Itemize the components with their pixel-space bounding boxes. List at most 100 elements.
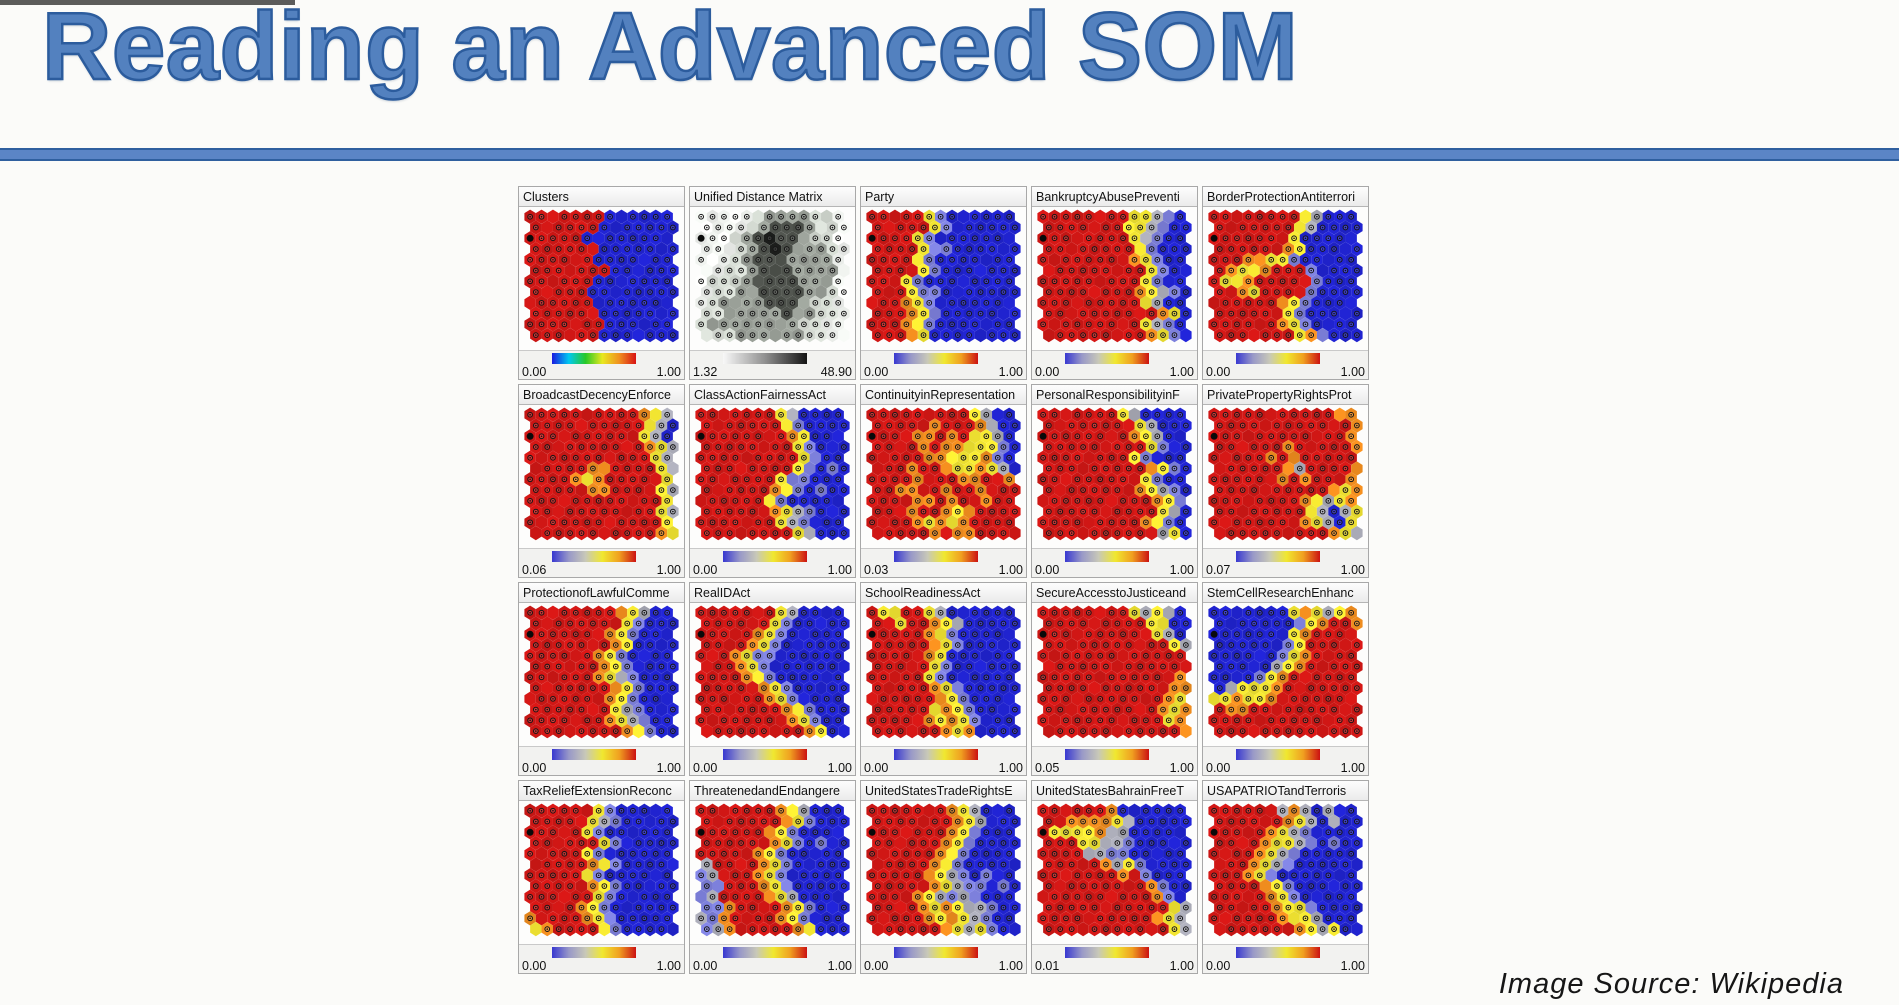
colorbar-min: 0.00 — [1206, 364, 1231, 379]
colorbar-area: 0.05 1.00 — [1032, 745, 1197, 775]
som-panel: PrivatePropertyRightsProt 0.07 1.00 — [1202, 384, 1369, 578]
colorbar-gradient — [552, 550, 637, 562]
panel-title: USAPATRIOTandTerroris — [1203, 781, 1368, 801]
panel-title: ThreatenedandEndangere — [690, 781, 855, 801]
hexmap-svg — [1208, 605, 1363, 739]
colorbar-gradient — [723, 946, 808, 958]
som-panel: SecureAccesstoJusticeand 0.05 1.00 — [1031, 582, 1198, 776]
colorbar-min: 0.00 — [693, 562, 718, 577]
colorbar-max: 1.00 — [1340, 958, 1365, 973]
colorbar-gradient — [1065, 352, 1150, 364]
hexmap-svg — [1208, 803, 1363, 937]
colorbar-labels: 0.00 1.00 — [519, 364, 684, 379]
hexmap — [1032, 404, 1197, 548]
colorbar-max: 1.00 — [656, 364, 681, 379]
colorbar-labels: 1.32 48.90 — [690, 364, 855, 379]
hexmap — [861, 800, 1026, 944]
hexmap-svg — [866, 803, 1021, 937]
hexmap-svg — [524, 803, 679, 937]
hexmap — [861, 602, 1026, 746]
colorbar-area: 0.00 1.00 — [861, 943, 1026, 973]
hexmap-svg — [1037, 209, 1192, 343]
colorbar-gradient — [552, 946, 637, 958]
image-source-attribution: Image Source: Wikipedia — [1498, 968, 1844, 1000]
colorbar-gradient — [552, 352, 637, 364]
colorbar-gradient — [894, 550, 979, 562]
colorbar-labels: 0.06 1.00 — [519, 562, 684, 577]
colorbar-labels: 0.00 1.00 — [519, 958, 684, 973]
colorbar-max: 1.00 — [827, 760, 852, 775]
panel-title: Clusters — [519, 187, 684, 207]
colorbar-min: 0.00 — [693, 760, 718, 775]
colorbar-min: 0.00 — [864, 760, 889, 775]
colorbar-gradient — [1236, 946, 1321, 958]
hexmap — [519, 602, 684, 746]
colorbar-labels: 0.07 1.00 — [1203, 562, 1368, 577]
hexmap — [1203, 602, 1368, 746]
panel-title: ContinuityinRepresentation — [861, 385, 1026, 405]
colorbar-labels: 0.00 1.00 — [690, 760, 855, 775]
colorbar-gradient — [1236, 352, 1321, 364]
som-panel: Party 0.00 1.00 — [860, 186, 1027, 380]
panel-title: TaxReliefExtensionReconc — [519, 781, 684, 801]
hexmap-svg — [695, 209, 850, 343]
colorbar-gradient — [1065, 946, 1150, 958]
colorbar-gradient — [1065, 550, 1150, 562]
colorbar-max: 1.00 — [656, 760, 681, 775]
colorbar-labels: 0.00 1.00 — [1032, 364, 1197, 379]
colorbar-min: 0.06 — [522, 562, 547, 577]
colorbar-max: 1.00 — [998, 958, 1023, 973]
colorbar-area: 0.00 1.00 — [519, 349, 684, 379]
colorbar-labels: 0.00 1.00 — [690, 562, 855, 577]
colorbar-min: 0.00 — [1035, 562, 1060, 577]
colorbar-labels: 0.00 1.00 — [1203, 958, 1368, 973]
hexmap — [1203, 404, 1368, 548]
som-panel: Clusters 0.00 1.00 — [518, 186, 685, 380]
colorbar-area: 0.00 1.00 — [1032, 349, 1197, 379]
colorbar-area: 0.06 1.00 — [519, 547, 684, 577]
page-title: Reading an Advanced SOM — [41, 0, 1299, 101]
panel-title: ClassActionFairnessAct — [690, 385, 855, 405]
hexmap-svg — [1208, 209, 1363, 343]
colorbar-labels: 0.00 1.00 — [1203, 760, 1368, 775]
hexmap-svg — [1208, 407, 1363, 541]
colorbar-area: 0.00 1.00 — [1032, 547, 1197, 577]
som-panel: ProtectionofLawfulComme 0.00 1.00 — [518, 582, 685, 776]
colorbar-area: 0.07 1.00 — [1203, 547, 1368, 577]
panel-title: SecureAccesstoJusticeand — [1032, 583, 1197, 603]
panel-title: BankruptcyAbusePreventi — [1032, 187, 1197, 207]
panel-title: BroadcastDecencyEnforce — [519, 385, 684, 405]
hexmap-svg — [1037, 803, 1192, 937]
panel-title: UnitedStatesBahrainFreeT — [1032, 781, 1197, 801]
colorbar-area: 0.00 1.00 — [519, 745, 684, 775]
colorbar-labels: 0.00 1.00 — [690, 958, 855, 973]
colorbar-gradient — [1236, 748, 1321, 760]
hexmap-svg — [695, 407, 850, 541]
som-panel: StemCellResearchEnhanc 0.00 1.00 — [1202, 582, 1369, 776]
colorbar-max: 1.00 — [998, 760, 1023, 775]
panel-title: Unified Distance Matrix — [690, 187, 855, 207]
hexmap — [861, 206, 1026, 350]
colorbar-labels: 0.00 1.00 — [861, 364, 1026, 379]
hexmap-svg — [866, 407, 1021, 541]
colorbar-max: 1.00 — [1169, 760, 1194, 775]
som-panel: ThreatenedandEndangere 0.00 1.00 — [689, 780, 856, 974]
colorbar-max: 1.00 — [656, 958, 681, 973]
colorbar-area: 0.00 1.00 — [690, 547, 855, 577]
colorbar-min: 0.00 — [1206, 958, 1231, 973]
hexmap — [519, 800, 684, 944]
colorbar-max: 1.00 — [656, 562, 681, 577]
colorbar-min: 0.07 — [1206, 562, 1231, 577]
som-panel: SchoolReadinessAct 0.00 1.00 — [860, 582, 1027, 776]
som-panel: BroadcastDecencyEnforce 0.06 1.00 — [518, 384, 685, 578]
hexmap — [1032, 602, 1197, 746]
panel-title: RealIDAct — [690, 583, 855, 603]
panel-title: StemCellResearchEnhanc — [1203, 583, 1368, 603]
hexmap — [1203, 800, 1368, 944]
hexmap-svg — [524, 407, 679, 541]
colorbar-labels: 0.00 1.00 — [861, 958, 1026, 973]
colorbar-max: 1.00 — [827, 958, 852, 973]
colorbar-min: 0.00 — [522, 760, 547, 775]
panel-title: BorderProtectionAntiterrori — [1203, 187, 1368, 207]
colorbar-area: 0.00 1.00 — [1203, 349, 1368, 379]
